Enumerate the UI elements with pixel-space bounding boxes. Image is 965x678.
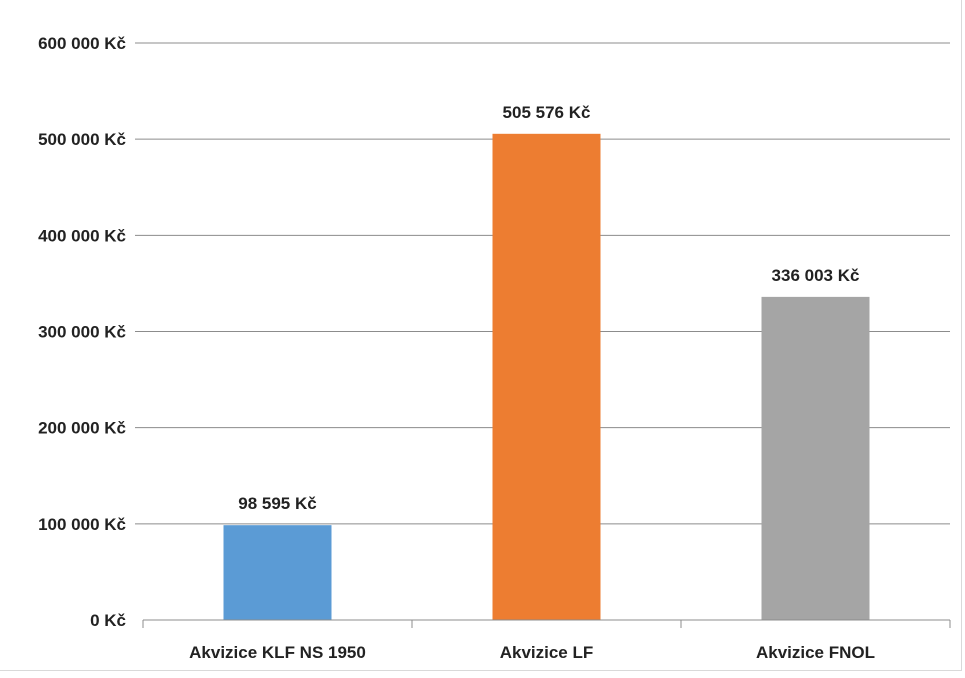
bar-1 (223, 525, 332, 620)
bars (223, 133, 870, 620)
y-tick-label: 0 Kč (90, 611, 126, 630)
y-tick-label: 400 000 Kč (38, 226, 126, 245)
x-tick-label: Akvizice KLF NS 1950 (189, 643, 366, 662)
y-tick-label: 100 000 Kč (38, 515, 126, 534)
bar-2 (492, 133, 601, 620)
bar-3 (761, 296, 870, 620)
x-axis (142, 619, 951, 628)
y-axis-tick-labels: 0 Kč 100 000 Kč 200 000 Kč 300 000 Kč 400 00… (38, 34, 126, 630)
data-label: 98 595 Kč (238, 494, 316, 513)
y-tick-label: 600 000 Kč (38, 34, 126, 53)
y-tick-label: 500 000 Kč (38, 130, 126, 149)
data-labels: 98 595 Kč 505 576 Kč 336 003 Kč (238, 103, 859, 513)
x-tick-label: Akvizice LF (500, 643, 594, 662)
data-label: 505 576 Kč (503, 103, 591, 122)
data-label: 336 003 Kč (772, 266, 860, 285)
x-tick-label: Akvizice FNOL (756, 643, 875, 662)
x-axis-tick-labels: Akvizice KLF NS 1950 Akvizice LF Akvizice … (189, 643, 875, 662)
y-tick-label: 300 000 Kč (38, 323, 126, 342)
y-tick-label: 200 000 Kč (38, 419, 126, 438)
